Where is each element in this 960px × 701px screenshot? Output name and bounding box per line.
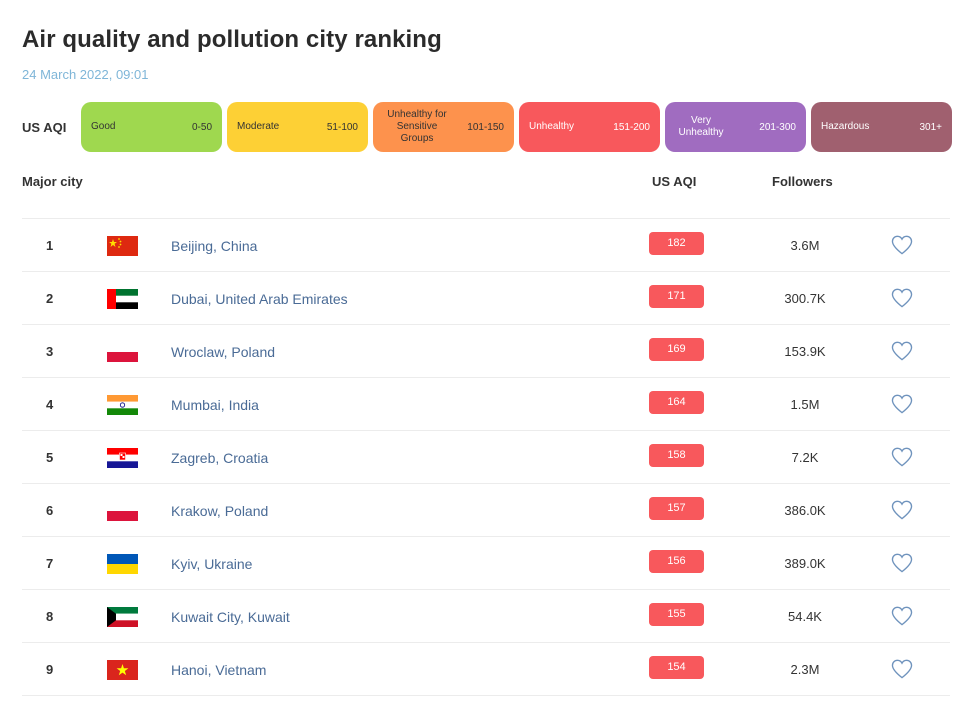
heart-icon[interactable]	[891, 341, 913, 361]
city-link[interactable]: Krakow, Poland	[171, 503, 269, 519]
heart-icon[interactable]	[891, 500, 913, 520]
aqi-band-name: Very Unhealthy	[678, 115, 724, 138]
table-row[interactable]: 2 Dubai, United Arab Emirates 171 300.7K	[22, 272, 950, 325]
rank-number: 7	[46, 556, 54, 571]
followers-count: 7.2K	[791, 450, 819, 465]
aqi-band: Unhealthy for Sensitive Groups 101-150	[373, 102, 514, 152]
aqi-band: Very Unhealthy 201-300	[665, 102, 806, 152]
city-link[interactable]: Zagreb, Croatia	[171, 450, 269, 466]
followers-count: 389.0K	[784, 556, 826, 571]
heart-icon[interactable]	[891, 288, 913, 308]
rank-number: 6	[46, 503, 54, 518]
aqi-band-range: 301+	[919, 121, 942, 133]
city-link[interactable]: Kyiv, Ukraine	[171, 556, 253, 572]
aqi-badge: 171	[649, 285, 704, 308]
heart-icon[interactable]	[891, 394, 913, 414]
aqi-band: Good 0-50	[81, 102, 222, 152]
ukraine-flag-icon	[107, 554, 138, 574]
aqi-band: Hazardous 301+	[811, 102, 952, 152]
india-flag-icon	[107, 395, 138, 415]
city-link[interactable]: Wroclaw, Poland	[171, 344, 276, 360]
heart-icon[interactable]	[891, 447, 913, 467]
update-timestamp: 24 March 2022, 09:01	[22, 67, 149, 82]
kuwait-flag-icon	[107, 607, 138, 627]
heart-icon[interactable]	[891, 235, 913, 255]
city-link[interactable]: Dubai, United Arab Emirates	[171, 291, 348, 307]
rank-number: 9	[46, 662, 54, 677]
rank-number: 4	[46, 397, 54, 412]
aqi-band-name: Moderate	[237, 121, 280, 132]
legend-label: US AQI	[22, 119, 67, 135]
aqi-badge: 156	[649, 550, 704, 573]
table-row[interactable]: 1 Beijing, China 182 3.6M	[22, 219, 950, 272]
city-link[interactable]: Kuwait City, Kuwait	[171, 609, 290, 625]
aqi-badge: 164	[649, 391, 704, 414]
followers-count: 153.9K	[784, 344, 826, 359]
table-row[interactable]: 9 Hanoi, Vietnam 154 2.3M	[22, 643, 950, 696]
followers-count: 300.7K	[784, 291, 826, 306]
aqi-band-range: 51-100	[326, 121, 358, 133]
aqi-band-name: Unhealthy	[529, 121, 575, 132]
aqi-band-name: Hazardous	[821, 121, 870, 132]
aqi-band: Moderate 51-100	[227, 102, 368, 152]
table-row[interactable]: 4 Mumbai, India 164 1.5M	[22, 378, 950, 431]
aqi-band-name: Good	[91, 121, 116, 132]
aqi-band-range: 0-50	[191, 121, 212, 133]
aqi-legend: US AQI Good 0-50 Moderate 51-100 Unhealthy f…	[22, 102, 957, 152]
rank-number: 1	[46, 238, 54, 253]
aqi-badge: 158	[649, 444, 704, 467]
heart-icon[interactable]	[891, 606, 913, 626]
croatia-flag-icon	[107, 448, 138, 468]
city-link[interactable]: Hanoi, Vietnam	[171, 662, 267, 678]
table-row[interactable]: 5 Zagreb, Croatia 158 7.2K	[22, 431, 950, 484]
followers-count: 3.6M	[790, 238, 820, 253]
followers-count: 1.5M	[790, 397, 820, 412]
rank-number: 3	[46, 344, 54, 359]
heart-icon[interactable]	[891, 659, 913, 679]
followers-count: 2.3M	[790, 662, 820, 677]
header-followers: Followers	[772, 174, 833, 189]
header-major-city: Major city	[22, 174, 83, 189]
uae-flag-icon	[107, 289, 138, 309]
china-flag-icon	[107, 236, 138, 256]
aqi-band-name: Unhealthy for Sensitive Groups	[387, 109, 447, 144]
page-title: Air quality and pollution city ranking	[22, 26, 442, 53]
header-us-aqi: US AQI	[652, 174, 697, 189]
aqi-badge: 157	[649, 497, 704, 520]
aqi-band-range: 101-150	[467, 121, 504, 133]
aqi-badge: 155	[649, 603, 704, 626]
table-row[interactable]: 6 Krakow, Poland 157 386.0K	[22, 484, 950, 537]
city-link[interactable]: Mumbai, India	[171, 397, 259, 413]
vietnam-flag-icon	[107, 660, 138, 680]
table-row[interactable]: 3 Wroclaw, Poland 169 153.9K	[22, 325, 950, 378]
table-row[interactable]: 8 Kuwait City, Kuwait 155 54.4K	[22, 590, 950, 643]
aqi-badge: 182	[649, 232, 704, 255]
aqi-band-range: 151-200	[613, 121, 650, 133]
city-ranking-table: 1 Beijing, China 182 3.6M 2 Dubai, United Ara…	[22, 218, 950, 696]
followers-count: 386.0K	[784, 503, 826, 518]
poland-flag-icon	[107, 342, 138, 362]
table-row[interactable]: 7 Kyiv, Ukraine 156 389.0K	[22, 537, 950, 590]
aqi-band-range: 201-300	[759, 121, 796, 133]
poland-flag-icon	[107, 501, 138, 521]
rank-number: 5	[46, 450, 54, 465]
rank-number: 8	[46, 609, 54, 624]
city-link[interactable]: Beijing, China	[171, 238, 258, 254]
aqi-badge: 169	[649, 338, 704, 361]
heart-icon[interactable]	[891, 553, 913, 573]
aqi-badge: 154	[649, 656, 704, 679]
followers-count: 54.4K	[788, 609, 822, 624]
rank-number: 2	[46, 291, 54, 306]
aqi-band: Unhealthy 151-200	[519, 102, 660, 152]
